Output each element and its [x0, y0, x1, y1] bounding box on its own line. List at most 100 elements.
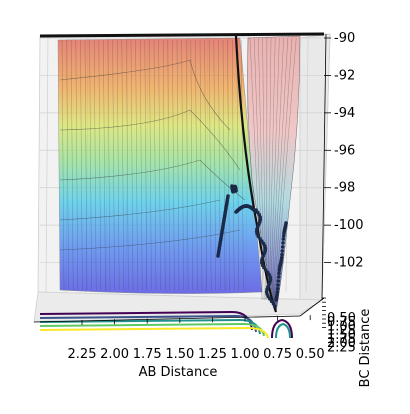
mesh-line — [204, 39, 207, 291]
trajectory-point — [216, 254, 220, 258]
x-tick-label: 0.50 — [296, 347, 325, 362]
mesh-line — [121, 39, 124, 291]
mesh-line — [149, 39, 152, 291]
mesh-line — [241, 39, 244, 291]
mesh-line — [126, 39, 129, 291]
mesh-line — [66, 39, 69, 291]
trajectory-point — [264, 268, 268, 272]
z-tick-label: -100 — [334, 218, 364, 233]
surface-rim — [39, 32, 325, 38]
trajectory-point — [281, 234, 286, 238]
mesh-line — [71, 39, 74, 291]
x-tick-label: 2.00 — [100, 347, 129, 362]
surface-left — [57, 37, 263, 294]
mesh-line — [195, 39, 198, 291]
mesh-line — [135, 39, 138, 291]
mesh-line — [213, 39, 216, 291]
mesh-line — [186, 39, 189, 291]
mesh-line — [75, 39, 78, 291]
mesh-line — [158, 39, 161, 291]
grid-line — [305, 35, 309, 293]
mesh-line — [153, 39, 157, 291]
trajectory-point — [234, 189, 238, 193]
trajectory — [216, 184, 288, 308]
mesh-line — [249, 37, 263, 301]
y-tick-label: 1.50 — [327, 328, 356, 343]
x-axis: 2.25 2.00 1.75 1.50 1.25 1.00 0.75 0.50 — [33, 315, 325, 362]
mesh-line — [144, 39, 147, 291]
z-tick-label: -96 — [334, 143, 355, 158]
mesh-line — [190, 39, 193, 291]
mesh-line — [103, 39, 106, 291]
floor-contours — [39, 310, 293, 339]
right-mesh — [249, 37, 297, 301]
mesh-line — [167, 39, 170, 291]
trajectory-point — [280, 252, 284, 257]
trajectory-point — [280, 245, 285, 249]
x-tick-label: 1.50 — [165, 347, 194, 362]
mesh-line — [269, 37, 276, 301]
y-tick-label: 0.50 — [327, 311, 356, 326]
y-tick-label: 1.25 — [327, 324, 356, 339]
z-tick-label: -98 — [334, 181, 355, 196]
mesh-line — [176, 39, 180, 291]
trajectory-point — [276, 275, 281, 279]
x-axis-line — [33, 315, 301, 323]
mesh-line — [98, 39, 101, 291]
trajectory-point — [281, 237, 286, 241]
trajectory-point — [280, 249, 285, 253]
x-axis-label: AB Distance — [139, 365, 218, 380]
y-axis-label: BC Distance — [358, 309, 373, 388]
mesh-line — [80, 39, 83, 291]
mesh-line — [267, 37, 272, 301]
mesh-line — [209, 39, 212, 291]
trajectory-point — [275, 287, 280, 291]
mesh-line — [199, 39, 203, 291]
grid-line — [45, 35, 49, 293]
mesh-line — [140, 39, 143, 291]
trajectory-point — [279, 255, 284, 260]
trajectory-point — [275, 290, 280, 295]
mesh-line — [112, 39, 115, 291]
y-tick-label: 0.75 — [327, 315, 356, 330]
mesh-line — [236, 39, 239, 291]
mesh-line — [163, 39, 166, 291]
trajectory-point — [284, 221, 288, 225]
trajectory-point — [272, 304, 277, 308]
x-tick-label: 0.75 — [263, 347, 292, 362]
mesh-line — [262, 37, 266, 301]
trajectory-point — [275, 293, 279, 297]
x-tick-label: 1.00 — [231, 347, 260, 362]
trajectory-point — [281, 241, 285, 245]
z-tick-label: -94 — [334, 106, 355, 121]
mesh-line — [107, 39, 111, 291]
mesh-line — [272, 37, 288, 301]
z-tick-label: -92 — [334, 68, 355, 83]
mesh-line — [222, 39, 226, 291]
y-tick-label: 2.00 — [327, 336, 356, 351]
trajectory-point — [276, 283, 280, 287]
x-tick-label: 1.25 — [198, 347, 227, 362]
y-axis-line — [299, 297, 325, 317]
trajectory-point — [277, 271, 281, 276]
mesh-line — [275, 37, 297, 301]
y-tick-label: 1.00 — [327, 319, 356, 334]
z-tick-label: -102 — [334, 256, 364, 271]
mesh-line — [61, 39, 65, 291]
mesh-line — [172, 39, 175, 291]
mesh-line — [232, 39, 235, 291]
z-tick-label: -90 — [334, 31, 355, 46]
mesh-line — [117, 39, 120, 291]
x-tick-label: 2.25 — [68, 347, 97, 362]
y-tick-label: 2.25 — [327, 340, 356, 355]
mesh-line — [130, 39, 134, 291]
y-tick-label: 1.75 — [327, 332, 356, 347]
mesh-line — [227, 39, 230, 291]
z-axis-line — [321, 33, 327, 301]
mesh-line — [271, 37, 284, 301]
z-axis: -90 -92 -94 -96 -98 -100 -102 — [321, 31, 364, 301]
y-axis: 0.500.751.001.251.501.752.002.25 — [299, 297, 356, 355]
trajectory-point — [276, 279, 281, 283]
mesh-line — [270, 37, 280, 301]
